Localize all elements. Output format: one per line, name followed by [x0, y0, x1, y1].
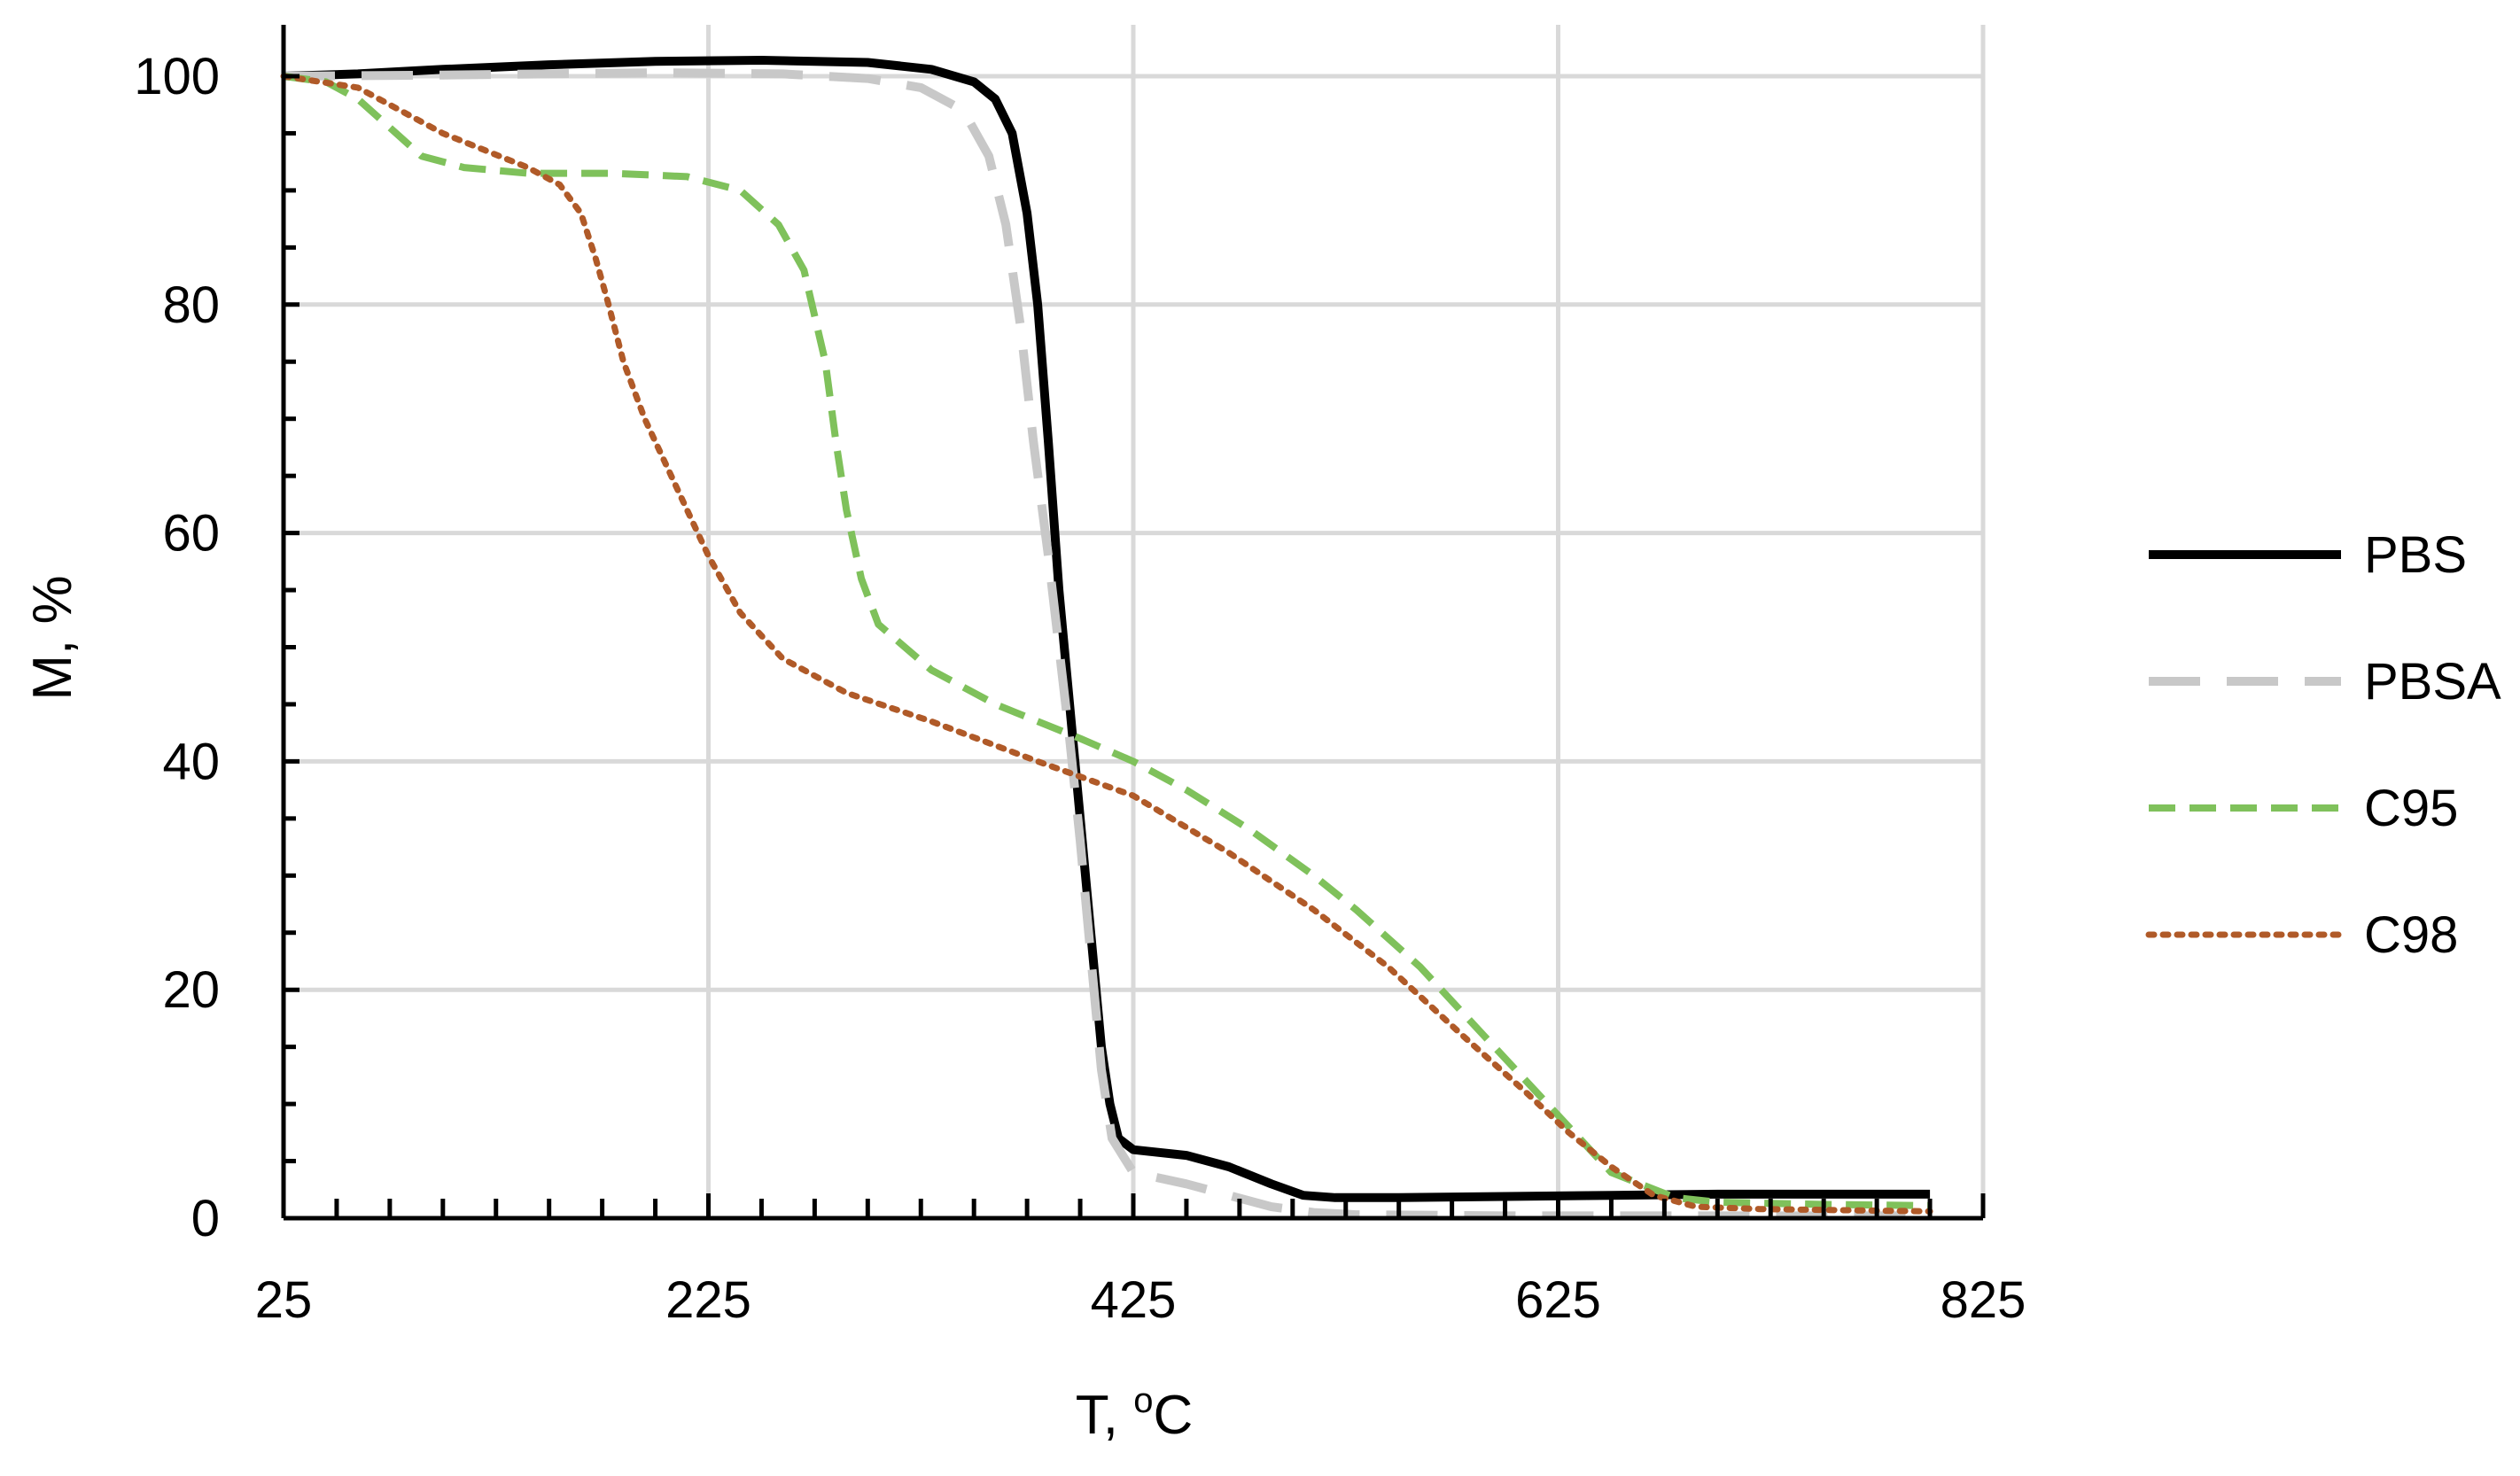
gridlines	[284, 25, 1986, 1218]
x-tick-label: 25	[255, 1271, 313, 1329]
axes	[281, 25, 1986, 1221]
x-tick-label: 425	[1091, 1271, 1177, 1329]
x-axis-title: T, oC	[1076, 1381, 1193, 1446]
x-axis-title-unit: C	[1153, 1385, 1193, 1446]
x-tick-label: 825	[1941, 1271, 2026, 1329]
y-tick-label: 20	[162, 961, 220, 1019]
x-tick-label: 225	[665, 1271, 751, 1329]
series-line-pbsa	[283, 68, 1931, 1221]
y-tick-label: 0	[191, 1190, 220, 1247]
series-line-pbs	[283, 56, 1931, 1202]
x-axis-title-superscript: o	[1133, 1381, 1153, 1420]
x-axis-title-main: T,	[1076, 1385, 1133, 1446]
legend-label-c98: C98	[2364, 906, 2458, 964]
legend-label-pbs: PBS	[2364, 526, 2467, 584]
legend-label-pbsa: PBSA	[2364, 653, 2501, 711]
plot-series	[280, 56, 1933, 1221]
legend-label-c95: C95	[2364, 780, 2458, 837]
legend: PBS PBSA C95 C98	[2145, 526, 2501, 964]
y-tick-label: 40	[162, 733, 220, 790]
series-line-c95	[283, 73, 1931, 1209]
tick-labels: 0 20 40 60 80 100 25 225 425 625 825	[134, 48, 2026, 1329]
y-tick-label: 60	[162, 505, 220, 563]
series-line-c98	[280, 73, 1933, 1215]
y-tick-label: 100	[134, 48, 220, 105]
x-tick-label: 625	[1515, 1271, 1601, 1329]
y-axis-title: M, %	[22, 575, 83, 700]
y-tick-label: 80	[162, 276, 220, 334]
